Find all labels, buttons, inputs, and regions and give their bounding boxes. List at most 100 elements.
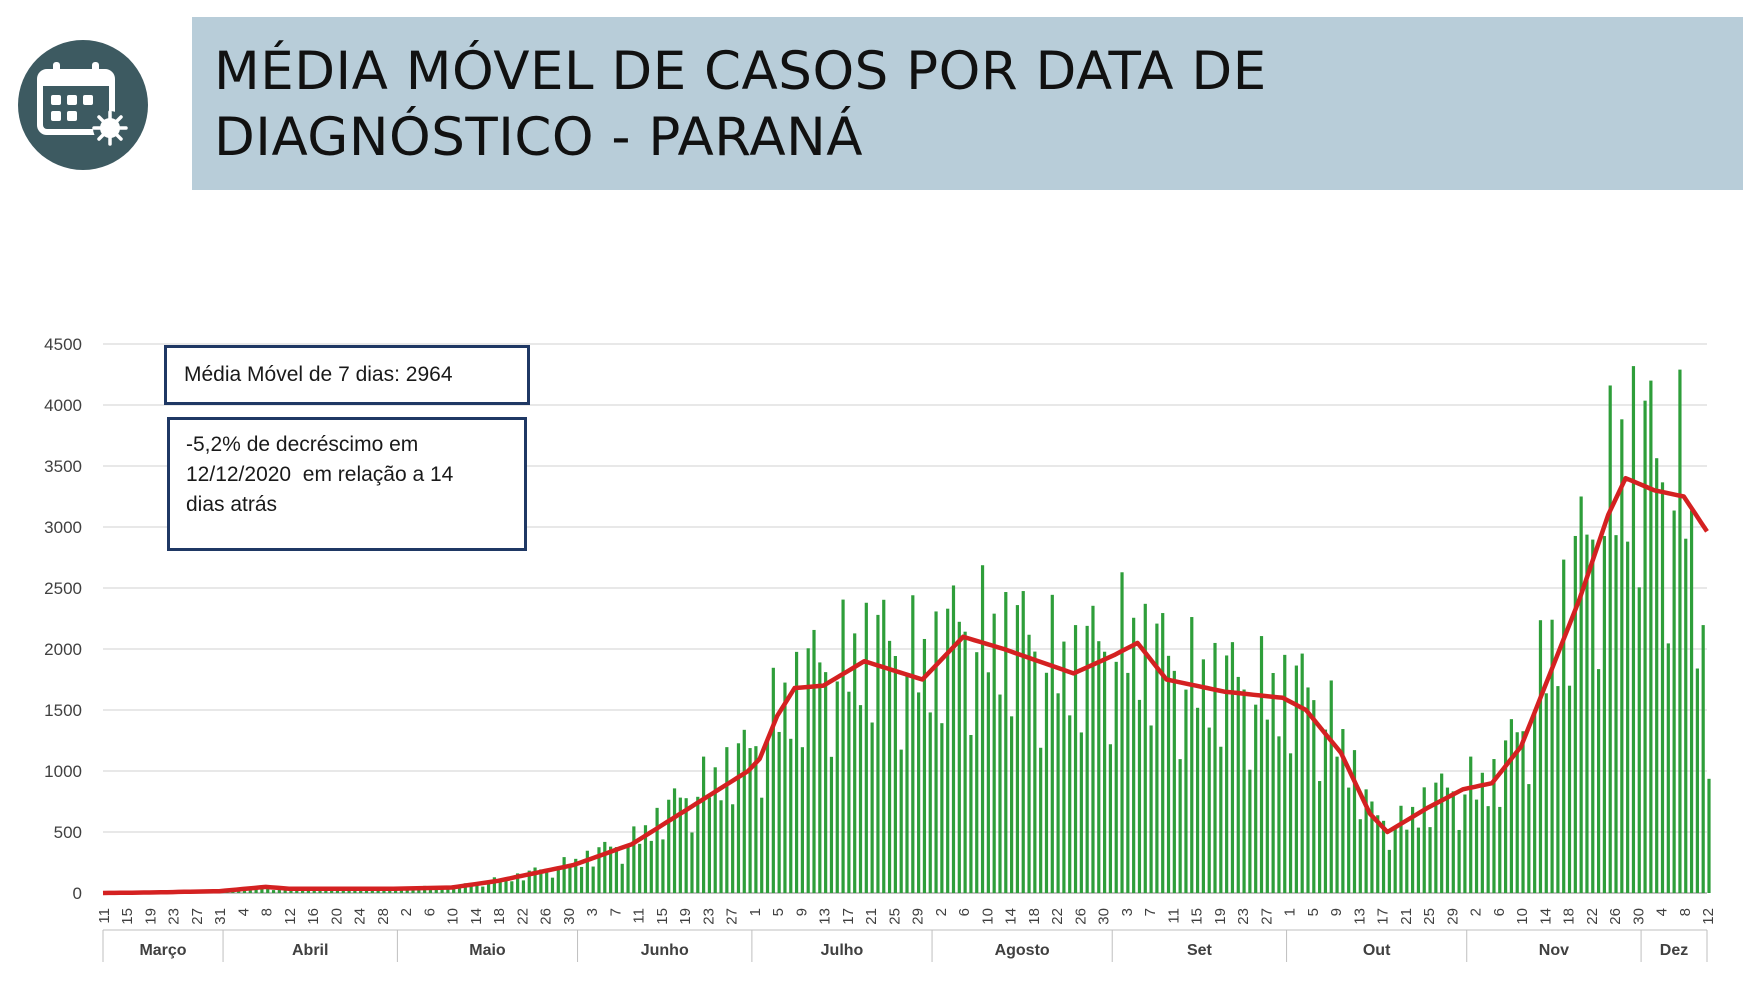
bar — [411, 889, 415, 893]
bar — [1707, 778, 1711, 893]
bar — [1585, 534, 1589, 893]
x-tick-label: 30 — [561, 908, 578, 925]
bar — [1538, 620, 1543, 893]
bar — [951, 585, 956, 893]
bar — [585, 850, 589, 893]
y-tick-label-2000: 2000 — [44, 640, 82, 659]
x-tick-label: 26 — [538, 908, 555, 925]
bar — [986, 672, 990, 893]
bar — [992, 613, 996, 893]
bar — [649, 840, 653, 893]
bar — [1672, 510, 1676, 893]
bar — [312, 889, 316, 893]
bar — [1143, 603, 1147, 893]
bar — [603, 841, 607, 893]
bar — [818, 662, 822, 893]
bar — [1695, 668, 1699, 893]
bar — [701, 756, 706, 893]
bar — [1312, 700, 1316, 893]
bar — [783, 682, 787, 893]
bar — [1178, 759, 1182, 893]
bar — [882, 599, 886, 893]
x-tick-label: 28 — [375, 908, 392, 925]
bar — [841, 599, 845, 893]
bar — [1294, 665, 1298, 893]
bar — [1364, 789, 1368, 893]
x-tick-label: 25 — [1421, 908, 1438, 925]
bar — [1666, 643, 1670, 893]
bar — [609, 846, 613, 893]
bar — [1376, 815, 1380, 893]
bar — [1085, 625, 1089, 893]
bar — [1126, 672, 1130, 893]
bar — [957, 621, 961, 893]
x-tick-label: 15 — [1189, 908, 1206, 925]
bar — [725, 747, 729, 893]
x-tick-label: 21 — [1398, 908, 1415, 925]
bar — [1219, 746, 1223, 893]
bar — [684, 798, 688, 893]
bar — [1457, 829, 1461, 893]
bar — [1108, 744, 1113, 893]
bar — [1503, 740, 1508, 893]
bar — [1498, 806, 1502, 893]
page-title-line-2: DIAGNÓSTICO - PARANÁ — [214, 107, 864, 168]
bar — [550, 877, 555, 893]
x-tick-label: 10 — [1514, 908, 1531, 925]
bar — [870, 722, 874, 893]
page-title-line-1: MÉDIA MÓVEL DE CASOS POR DATA DE — [214, 41, 1267, 102]
x-tick-label: 12 — [282, 908, 299, 925]
x-tick-label: 2 — [398, 908, 415, 916]
bar — [579, 866, 584, 893]
bar — [1573, 535, 1577, 893]
x-tick-label: 22 — [1584, 908, 1601, 925]
bar — [1114, 661, 1118, 893]
bar — [643, 825, 648, 893]
y-tick-label-500: 500 — [54, 823, 82, 842]
month-label: Abril — [292, 942, 328, 959]
bar — [1190, 617, 1194, 893]
x-tick-label: 27 — [189, 908, 206, 925]
month-label: Maio — [469, 942, 506, 959]
bar — [1283, 654, 1287, 893]
x-tick-label: 19 — [1212, 908, 1229, 925]
bar — [452, 888, 456, 893]
bar — [969, 734, 973, 893]
bar — [1097, 641, 1101, 893]
bar — [300, 889, 305, 893]
bar — [1660, 482, 1665, 893]
month-label: Nov — [1539, 942, 1569, 959]
bar — [1527, 784, 1531, 893]
bar — [998, 694, 1002, 893]
x-tick-label: 6 — [956, 908, 973, 916]
bar — [492, 877, 496, 893]
bar — [678, 797, 682, 893]
bar — [1201, 659, 1205, 893]
bar — [1091, 605, 1095, 893]
bar — [1678, 369, 1682, 893]
bar — [667, 799, 671, 893]
bar — [748, 748, 752, 893]
bar — [777, 731, 781, 893]
x-tick-label: 18 — [491, 908, 508, 925]
y-tick-label-1000: 1000 — [44, 762, 82, 781]
bar — [277, 888, 281, 893]
decrease-text-line-1: -5,2% de decréscimo em — [186, 433, 419, 456]
decrease-text-line-2: 12/12/2020 em relação a 14 — [186, 463, 454, 486]
bar — [1010, 716, 1014, 893]
bar — [754, 746, 758, 893]
bar — [1236, 676, 1240, 893]
bar — [1381, 820, 1386, 893]
decrease-annotation: -5,2% de decréscimo em 12/12/2020 em rel… — [167, 417, 527, 551]
x-tick-label: 22 — [1049, 908, 1066, 925]
bar — [521, 880, 526, 893]
x-tick-label: 29 — [910, 908, 927, 925]
bar — [556, 868, 560, 893]
bar — [1480, 772, 1484, 893]
bar — [794, 651, 799, 893]
x-tick-label: 30 — [1096, 908, 1113, 925]
x-tick-label: 3 — [584, 908, 601, 916]
x-tick-label: 10 — [979, 908, 996, 925]
bar — [713, 767, 717, 893]
